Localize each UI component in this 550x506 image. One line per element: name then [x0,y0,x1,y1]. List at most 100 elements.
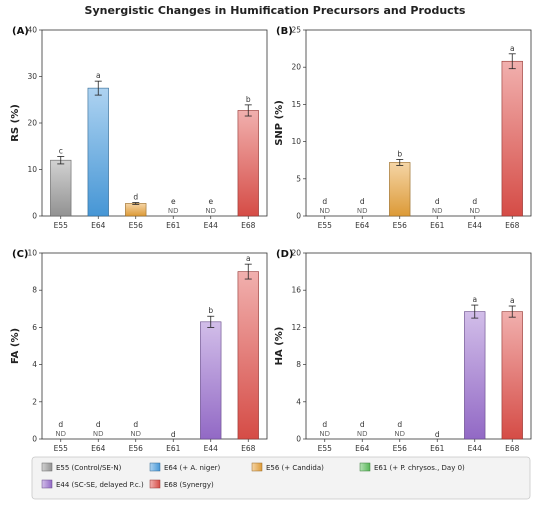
significance-letter: d [472,197,477,206]
legend-item-e68: E68 (Synergy) [149,479,214,489]
x-tick-label: E55 [318,444,333,453]
legend-swatch [41,479,53,489]
y-tick-label: 16 [291,286,301,295]
legend-label: E64 (+ A. niger) [164,464,221,472]
significance-letter: a [472,295,477,304]
legend-item-e64: E64 (+ A. niger) [149,462,221,472]
y-tick-label: 2 [32,397,37,406]
significance-letter: d [322,197,327,206]
panel-c: (C)FA (%)0246810E55dNDE64dNDE56dNDE61dE4… [10,249,268,453]
x-tick-label: E44 [204,444,219,453]
significance-letter: d [360,420,365,429]
significance-letter: d [96,420,101,429]
y-tick-label: 15 [291,100,301,109]
nd-label: ND [168,207,179,215]
legend-item-e44: E44 (SC-SE, delayed P.c.) [41,479,144,489]
legend-label: E44 (SC-SE, delayed P.c.) [56,481,144,489]
panel-a: (A)RS (%)010203040E55cE64aE56dE61eNDE44e… [10,26,268,230]
x-tick-label: E55 [54,221,69,230]
x-tick-label: E44 [468,221,483,230]
significance-letter: a [510,44,515,53]
y-tick-label: 0 [296,435,301,444]
panel-frame [305,252,532,440]
y-tick-label: 12 [291,323,301,332]
significance-letter: d [397,420,402,429]
x-tick-label: E68 [241,444,256,453]
significance-letter: d [435,197,440,206]
nd-label: ND [55,430,66,438]
y-tick-label: 20 [291,249,301,258]
x-tick-label: E61 [166,221,181,230]
legend-label: E55 (Control/SE-N) [56,464,122,472]
y-tick-label: 30 [27,72,37,81]
significance-letter: b [246,95,251,104]
nd-label: ND [93,430,104,438]
y-tick-label: 20 [27,119,37,128]
legend: E55 (Control/SE-N) E64 (+ A. niger) E56 (+… [31,456,531,500]
legend-swatch [41,462,53,472]
y-tick-label: 10 [291,137,301,146]
bar-e64 [87,87,109,217]
y-tick-label: 5 [296,174,301,183]
y-tick-label: 8 [296,360,301,369]
legend-swatch [359,462,371,472]
legend-item-e61: E61 (+ P. chrysos., Day 0) [359,462,465,472]
bar-e44 [200,321,222,440]
significance-letter: b [397,149,402,158]
panel-frame [41,252,268,440]
significance-letter: d [322,420,327,429]
nd-label: ND [357,430,368,438]
x-tick-label: E61 [430,221,445,230]
panel-label: (B) [276,26,293,37]
significance-letter: a [246,254,251,263]
y-tick-label: 0 [32,212,37,221]
significance-letter: e [208,197,213,206]
legend-label: E68 (Synergy) [164,481,214,489]
significance-letter: a [510,296,515,305]
significance-letter: d [360,197,365,206]
nd-label: ND [357,207,368,215]
y-tick-label: 0 [296,212,301,221]
y-axis-label: SNP (%) [274,100,285,146]
legend-swatch [251,462,263,472]
significance-letter: d [58,420,63,429]
legend-item-e55: E55 (Control/SE-N) [41,462,122,472]
significance-letter: d [435,430,440,439]
bar-e68 [237,110,259,217]
panel-label: (D) [276,249,293,260]
bar-e56 [389,162,411,217]
panel-label: (A) [12,26,29,37]
significance-letter: d [171,430,176,439]
x-tick-label: E68 [505,221,520,230]
x-tick-label: E64 [91,444,106,453]
y-axis-label: RS (%) [10,104,21,142]
y-tick-label: 40 [27,26,37,35]
panel-frame [305,29,532,217]
nd-label: ND [130,430,141,438]
panels: (A)RS (%)010203040E55cE64aE56dE61eNDE44e… [10,26,532,453]
legend-item-e56: E56 (+ Candida) [251,462,324,472]
x-tick-label: E64 [355,444,370,453]
x-tick-label: E64 [91,221,106,230]
significance-letter: c [59,146,63,155]
y-tick-label: 20 [291,63,301,72]
nd-label: ND [319,207,330,215]
y-tick-label: 0 [32,435,37,444]
bar-e56 [125,203,147,217]
y-tick-label: 4 [32,360,37,369]
y-tick-label: 4 [296,397,301,406]
bar-e44 [464,311,486,440]
bar-e55 [50,159,72,217]
significance-letter: a [96,71,101,80]
nd-label: ND [394,430,405,438]
legend-swatch [149,479,161,489]
nd-label: ND [432,207,443,215]
x-tick-label: E56 [129,221,144,230]
bar-e68 [237,271,259,440]
legend-label: E61 (+ P. chrysos., Day 0) [374,464,465,472]
x-tick-label: E44 [468,444,483,453]
x-tick-label: E61 [166,444,181,453]
x-tick-label: E55 [54,444,69,453]
x-tick-label: E56 [393,221,408,230]
